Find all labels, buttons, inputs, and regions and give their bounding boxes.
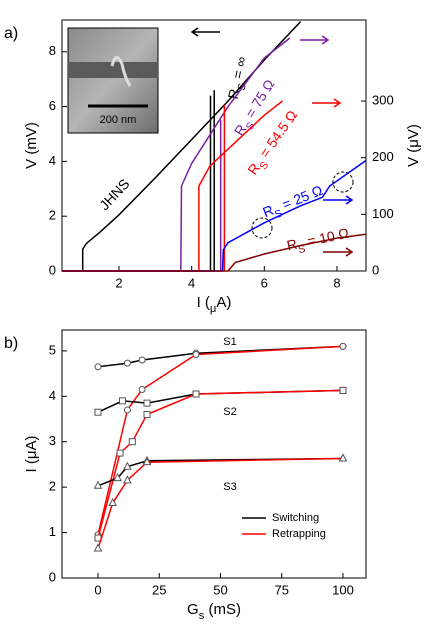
y2-tick-label: 300 — [372, 92, 394, 107]
y2-axis-label: V (μV) — [405, 124, 422, 167]
x-axis-label-part: μ — [210, 303, 216, 315]
panel-label: a) — [4, 25, 18, 42]
inset-wire — [68, 62, 158, 78]
series-label: RS = 25 Ω — [260, 182, 326, 225]
plot-frame — [61, 329, 367, 579]
marker — [94, 363, 102, 371]
decorations — [190, 27, 354, 257]
y-axis-label: I (μA) — [23, 436, 40, 473]
y-tick-label: 5 — [49, 342, 56, 357]
marker — [339, 386, 347, 394]
marker — [128, 438, 136, 446]
x-axis-label-part: s — [199, 610, 205, 622]
series-label-part: R — [224, 87, 242, 100]
x-tick-label: 2 — [115, 275, 122, 290]
x-tick-label: 4 — [188, 275, 195, 290]
marker — [338, 453, 348, 462]
marker — [192, 390, 200, 398]
y2-tick-label: 200 — [372, 149, 394, 164]
arrow — [312, 98, 342, 108]
series-label: S3 — [223, 481, 236, 493]
series-line — [81, 21, 302, 271]
x-tick-label: 50 — [213, 582, 227, 597]
x-axis-label-part: I ( — [197, 294, 210, 311]
series-label-part: = 25 Ω — [276, 182, 325, 214]
y-tick-label: 8 — [49, 43, 56, 58]
series-label-part: R — [285, 235, 298, 253]
y2-tick-label: 100 — [372, 206, 394, 221]
legend-label: Switching — [272, 512, 319, 524]
inset-image — [67, 27, 159, 134]
series-label-part: S — [297, 243, 306, 256]
arrow — [323, 247, 354, 257]
marker — [116, 449, 124, 457]
y-tick-label: 4 — [49, 153, 56, 168]
marker — [108, 498, 118, 507]
series-line — [97, 345, 344, 368]
marker — [138, 356, 146, 364]
scale-label: 200 nm — [100, 114, 137, 126]
marker — [192, 351, 200, 359]
y-tick-label: 2 — [49, 479, 56, 494]
x-tick-label: 75 — [274, 582, 288, 597]
y-tick-label: 0 — [49, 262, 56, 277]
marker — [123, 475, 132, 484]
series-label-part: = 10 Ω — [302, 224, 350, 249]
x-axis-label-part: G — [187, 601, 199, 618]
marker — [142, 457, 152, 466]
dashed-circle — [251, 217, 273, 239]
series-line — [62, 233, 367, 272]
marker — [113, 473, 122, 482]
series-label-part: = ∞ — [228, 55, 249, 84]
marker — [138, 386, 146, 394]
inset: 200 nm — [67, 27, 159, 134]
dashed-circle — [332, 171, 354, 193]
y-tick-label: 6 — [49, 98, 56, 113]
panel-label: b) — [4, 335, 18, 352]
series-line — [62, 159, 367, 272]
legend-label: Retrapping — [272, 528, 326, 540]
x-axis-label: I (μA) — [197, 294, 232, 315]
arrow — [190, 27, 220, 37]
marker — [93, 543, 103, 552]
x-tick-label: 0 — [94, 582, 101, 597]
x-tick-label: 6 — [261, 275, 268, 290]
y-tick-label: 3 — [49, 433, 56, 448]
series-label: RS = 10 Ω — [285, 224, 351, 258]
y-tick-label: 4 — [49, 388, 56, 403]
marker — [123, 359, 131, 367]
inset-junction — [110, 56, 132, 87]
series-label: S2 — [223, 406, 236, 418]
marker — [143, 410, 151, 418]
x-axis-label-part: (mS) — [204, 601, 241, 618]
y2-tick-label: 0 — [372, 262, 379, 277]
arrow — [300, 35, 330, 45]
x-axis-label-part: A) — [216, 294, 231, 311]
marker — [94, 408, 102, 416]
marker — [339, 342, 347, 350]
y-tick-label: 1 — [49, 524, 56, 539]
x-tick-label: 8 — [333, 275, 340, 290]
x-tick-label: 100 — [332, 582, 354, 597]
series-line — [97, 389, 344, 539]
marker — [123, 461, 132, 470]
series-label-part: S — [273, 207, 284, 221]
marker — [119, 397, 127, 405]
arrow — [323, 195, 354, 205]
marker — [143, 399, 151, 407]
x-axis-label: Gs (mS) — [187, 601, 241, 622]
y-tick-label: 2 — [49, 208, 56, 223]
x-tick-label: 25 — [152, 582, 166, 597]
series-line — [97, 457, 344, 487]
y-axis-label: V (mV) — [23, 122, 40, 169]
series-label-part: = 54.5 Ω — [254, 107, 300, 163]
marker — [123, 406, 131, 414]
y-tick-label: 0 — [49, 569, 56, 584]
marker — [93, 480, 103, 489]
series-label: S1 — [223, 336, 236, 348]
